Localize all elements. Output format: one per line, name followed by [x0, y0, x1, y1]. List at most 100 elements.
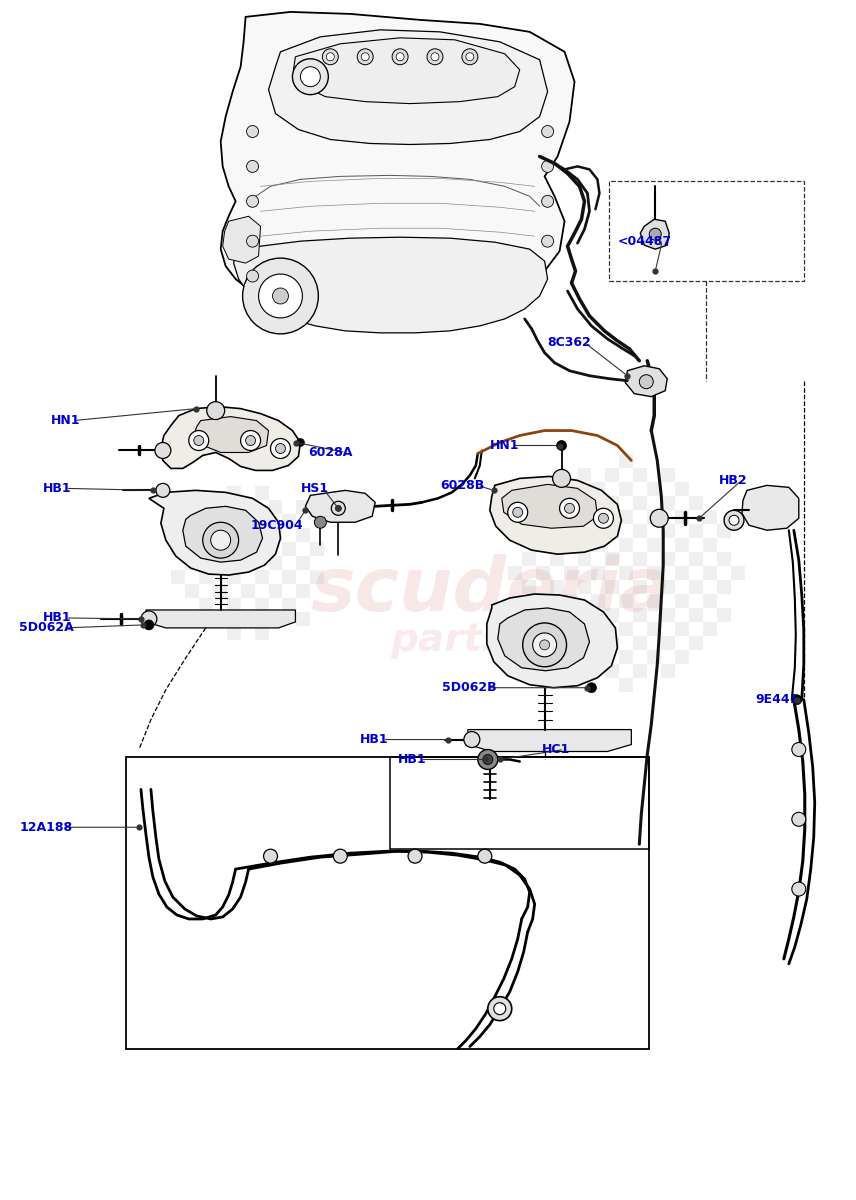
Bar: [296, 528, 311, 542]
Polygon shape: [640, 220, 669, 250]
Bar: [227, 486, 241, 500]
Polygon shape: [306, 491, 375, 522]
Bar: [717, 608, 731, 622]
Circle shape: [333, 850, 348, 863]
Bar: [254, 570, 269, 584]
Bar: [647, 594, 661, 608]
Circle shape: [542, 126, 554, 138]
Bar: [550, 608, 563, 622]
Bar: [717, 580, 731, 594]
Bar: [620, 455, 633, 468]
Circle shape: [326, 53, 335, 61]
Bar: [661, 497, 675, 510]
Bar: [578, 497, 591, 510]
Bar: [675, 539, 689, 552]
Text: 5D062A: 5D062A: [20, 622, 74, 635]
Polygon shape: [294, 38, 520, 103]
Bar: [578, 580, 591, 594]
Bar: [620, 650, 633, 664]
Circle shape: [276, 444, 285, 454]
Bar: [620, 594, 633, 608]
Text: scuderia: scuderia: [311, 553, 671, 626]
Bar: [296, 584, 311, 598]
Bar: [521, 552, 536, 566]
Bar: [675, 594, 689, 608]
Bar: [254, 598, 269, 612]
Polygon shape: [269, 30, 548, 144]
Bar: [254, 486, 269, 500]
Circle shape: [539, 640, 550, 650]
Bar: [675, 566, 689, 580]
Circle shape: [323, 49, 338, 65]
Circle shape: [542, 235, 554, 247]
Bar: [171, 570, 185, 584]
Bar: [241, 612, 254, 626]
Bar: [605, 552, 620, 566]
Bar: [269, 584, 282, 598]
Circle shape: [556, 440, 567, 450]
Circle shape: [272, 288, 288, 304]
Bar: [563, 622, 578, 636]
Circle shape: [586, 683, 597, 692]
Text: <04487: <04487: [617, 235, 671, 247]
Bar: [661, 552, 675, 566]
Bar: [550, 552, 563, 566]
Bar: [269, 528, 282, 542]
Bar: [591, 482, 605, 497]
Bar: [703, 539, 717, 552]
Bar: [647, 566, 661, 580]
Bar: [282, 542, 296, 556]
Circle shape: [203, 522, 239, 558]
Bar: [605, 468, 620, 482]
Bar: [647, 482, 661, 497]
Text: 9E441: 9E441: [755, 694, 799, 706]
Bar: [633, 664, 647, 678]
Circle shape: [193, 436, 204, 445]
Bar: [647, 510, 661, 524]
Bar: [282, 515, 296, 528]
Bar: [241, 500, 254, 515]
Polygon shape: [626, 366, 667, 397]
Text: HC1: HC1: [542, 743, 570, 756]
Circle shape: [357, 49, 373, 65]
Text: HN1: HN1: [51, 414, 80, 427]
Bar: [521, 608, 536, 622]
Bar: [212, 612, 227, 626]
Circle shape: [651, 509, 669, 527]
Circle shape: [336, 505, 342, 511]
Bar: [227, 570, 241, 584]
Bar: [609, 181, 804, 281]
Circle shape: [247, 196, 259, 208]
Text: HB2: HB2: [719, 474, 747, 487]
Bar: [254, 626, 269, 640]
Bar: [605, 608, 620, 622]
Polygon shape: [742, 485, 799, 530]
Bar: [661, 524, 675, 539]
Circle shape: [523, 623, 567, 667]
Bar: [689, 524, 703, 539]
Text: 6028B: 6028B: [440, 479, 484, 492]
Circle shape: [792, 743, 805, 756]
Bar: [185, 612, 199, 626]
Circle shape: [542, 161, 554, 173]
Circle shape: [431, 53, 439, 61]
Text: HS1: HS1: [300, 482, 329, 494]
Circle shape: [560, 498, 580, 518]
Bar: [199, 598, 212, 612]
Bar: [126, 757, 650, 1049]
Circle shape: [494, 1003, 506, 1015]
Bar: [661, 468, 675, 482]
Bar: [550, 524, 563, 539]
Circle shape: [462, 49, 478, 65]
Circle shape: [141, 611, 157, 626]
Circle shape: [427, 49, 443, 65]
Bar: [620, 678, 633, 691]
Bar: [620, 510, 633, 524]
Polygon shape: [183, 506, 263, 562]
Bar: [171, 542, 185, 556]
Bar: [689, 608, 703, 622]
Bar: [605, 636, 620, 650]
Bar: [241, 556, 254, 570]
Circle shape: [247, 126, 259, 138]
Circle shape: [264, 850, 277, 863]
